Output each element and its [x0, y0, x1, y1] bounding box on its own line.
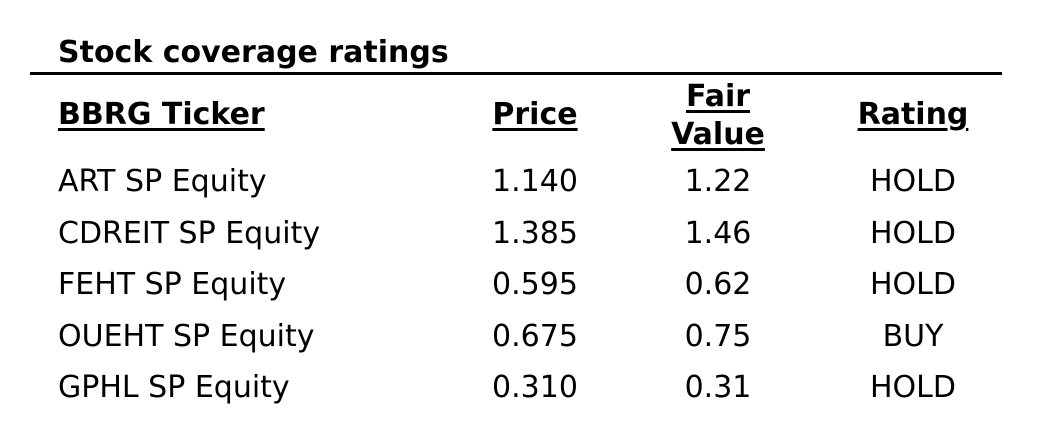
column-header-rating: Rating	[857, 97, 969, 132]
cell-ticker: ART SP Equity	[58, 164, 267, 199]
table-body: ART SP Equity 1.140 1.22 HOLD CDREIT SP …	[0, 160, 1052, 418]
cell-ticker: GPHL SP Equity	[58, 370, 290, 405]
cell-price: 1.140	[492, 164, 578, 199]
cell-fair-value: 0.62	[684, 267, 752, 302]
cell-price: 1.385	[492, 215, 578, 251]
table-title: Stock coverage ratings	[58, 35, 449, 70]
cell-ticker: OUEHT SP Equity	[58, 318, 315, 354]
cell-fair-value: 0.75	[684, 318, 752, 354]
title-divider	[30, 72, 1002, 75]
column-header-fair-value-line1: Fair	[685, 79, 751, 114]
cell-rating: HOLD	[870, 370, 956, 405]
cell-rating: HOLD	[870, 267, 956, 302]
table-row: FEHT SP Equity 0.595 0.62 HOLD	[0, 263, 1052, 315]
cell-fair-value: 1.22	[684, 164, 752, 199]
cell-rating: BUY	[882, 318, 944, 354]
table-row: CDREIT SP Equity 1.385 1.46 HOLD	[0, 212, 1052, 264]
table-row: OUEHT SP Equity 0.675 0.75 BUY	[0, 315, 1052, 367]
cell-rating: HOLD	[870, 215, 956, 251]
cell-fair-value: 1.46	[684, 215, 752, 251]
column-header-price: Price	[492, 97, 578, 132]
table-row: GPHL SP Equity 0.310 0.31 HOLD	[0, 366, 1052, 418]
cell-ticker: FEHT SP Equity	[58, 267, 287, 302]
column-header-fair-value-line2: Value	[671, 117, 765, 152]
cell-price: 0.675	[492, 318, 578, 354]
cell-price: 0.595	[492, 267, 578, 302]
column-header-fair-value: Fair Value	[653, 78, 783, 154]
table-row: ART SP Equity 1.140 1.22 HOLD	[0, 160, 1052, 212]
cell-fair-value: 0.31	[684, 370, 752, 405]
column-header-ticker: BBRG Ticker	[58, 97, 265, 132]
cell-ticker: CDREIT SP Equity	[58, 215, 321, 251]
cell-rating: HOLD	[870, 164, 956, 199]
cell-price: 0.310	[492, 370, 578, 405]
